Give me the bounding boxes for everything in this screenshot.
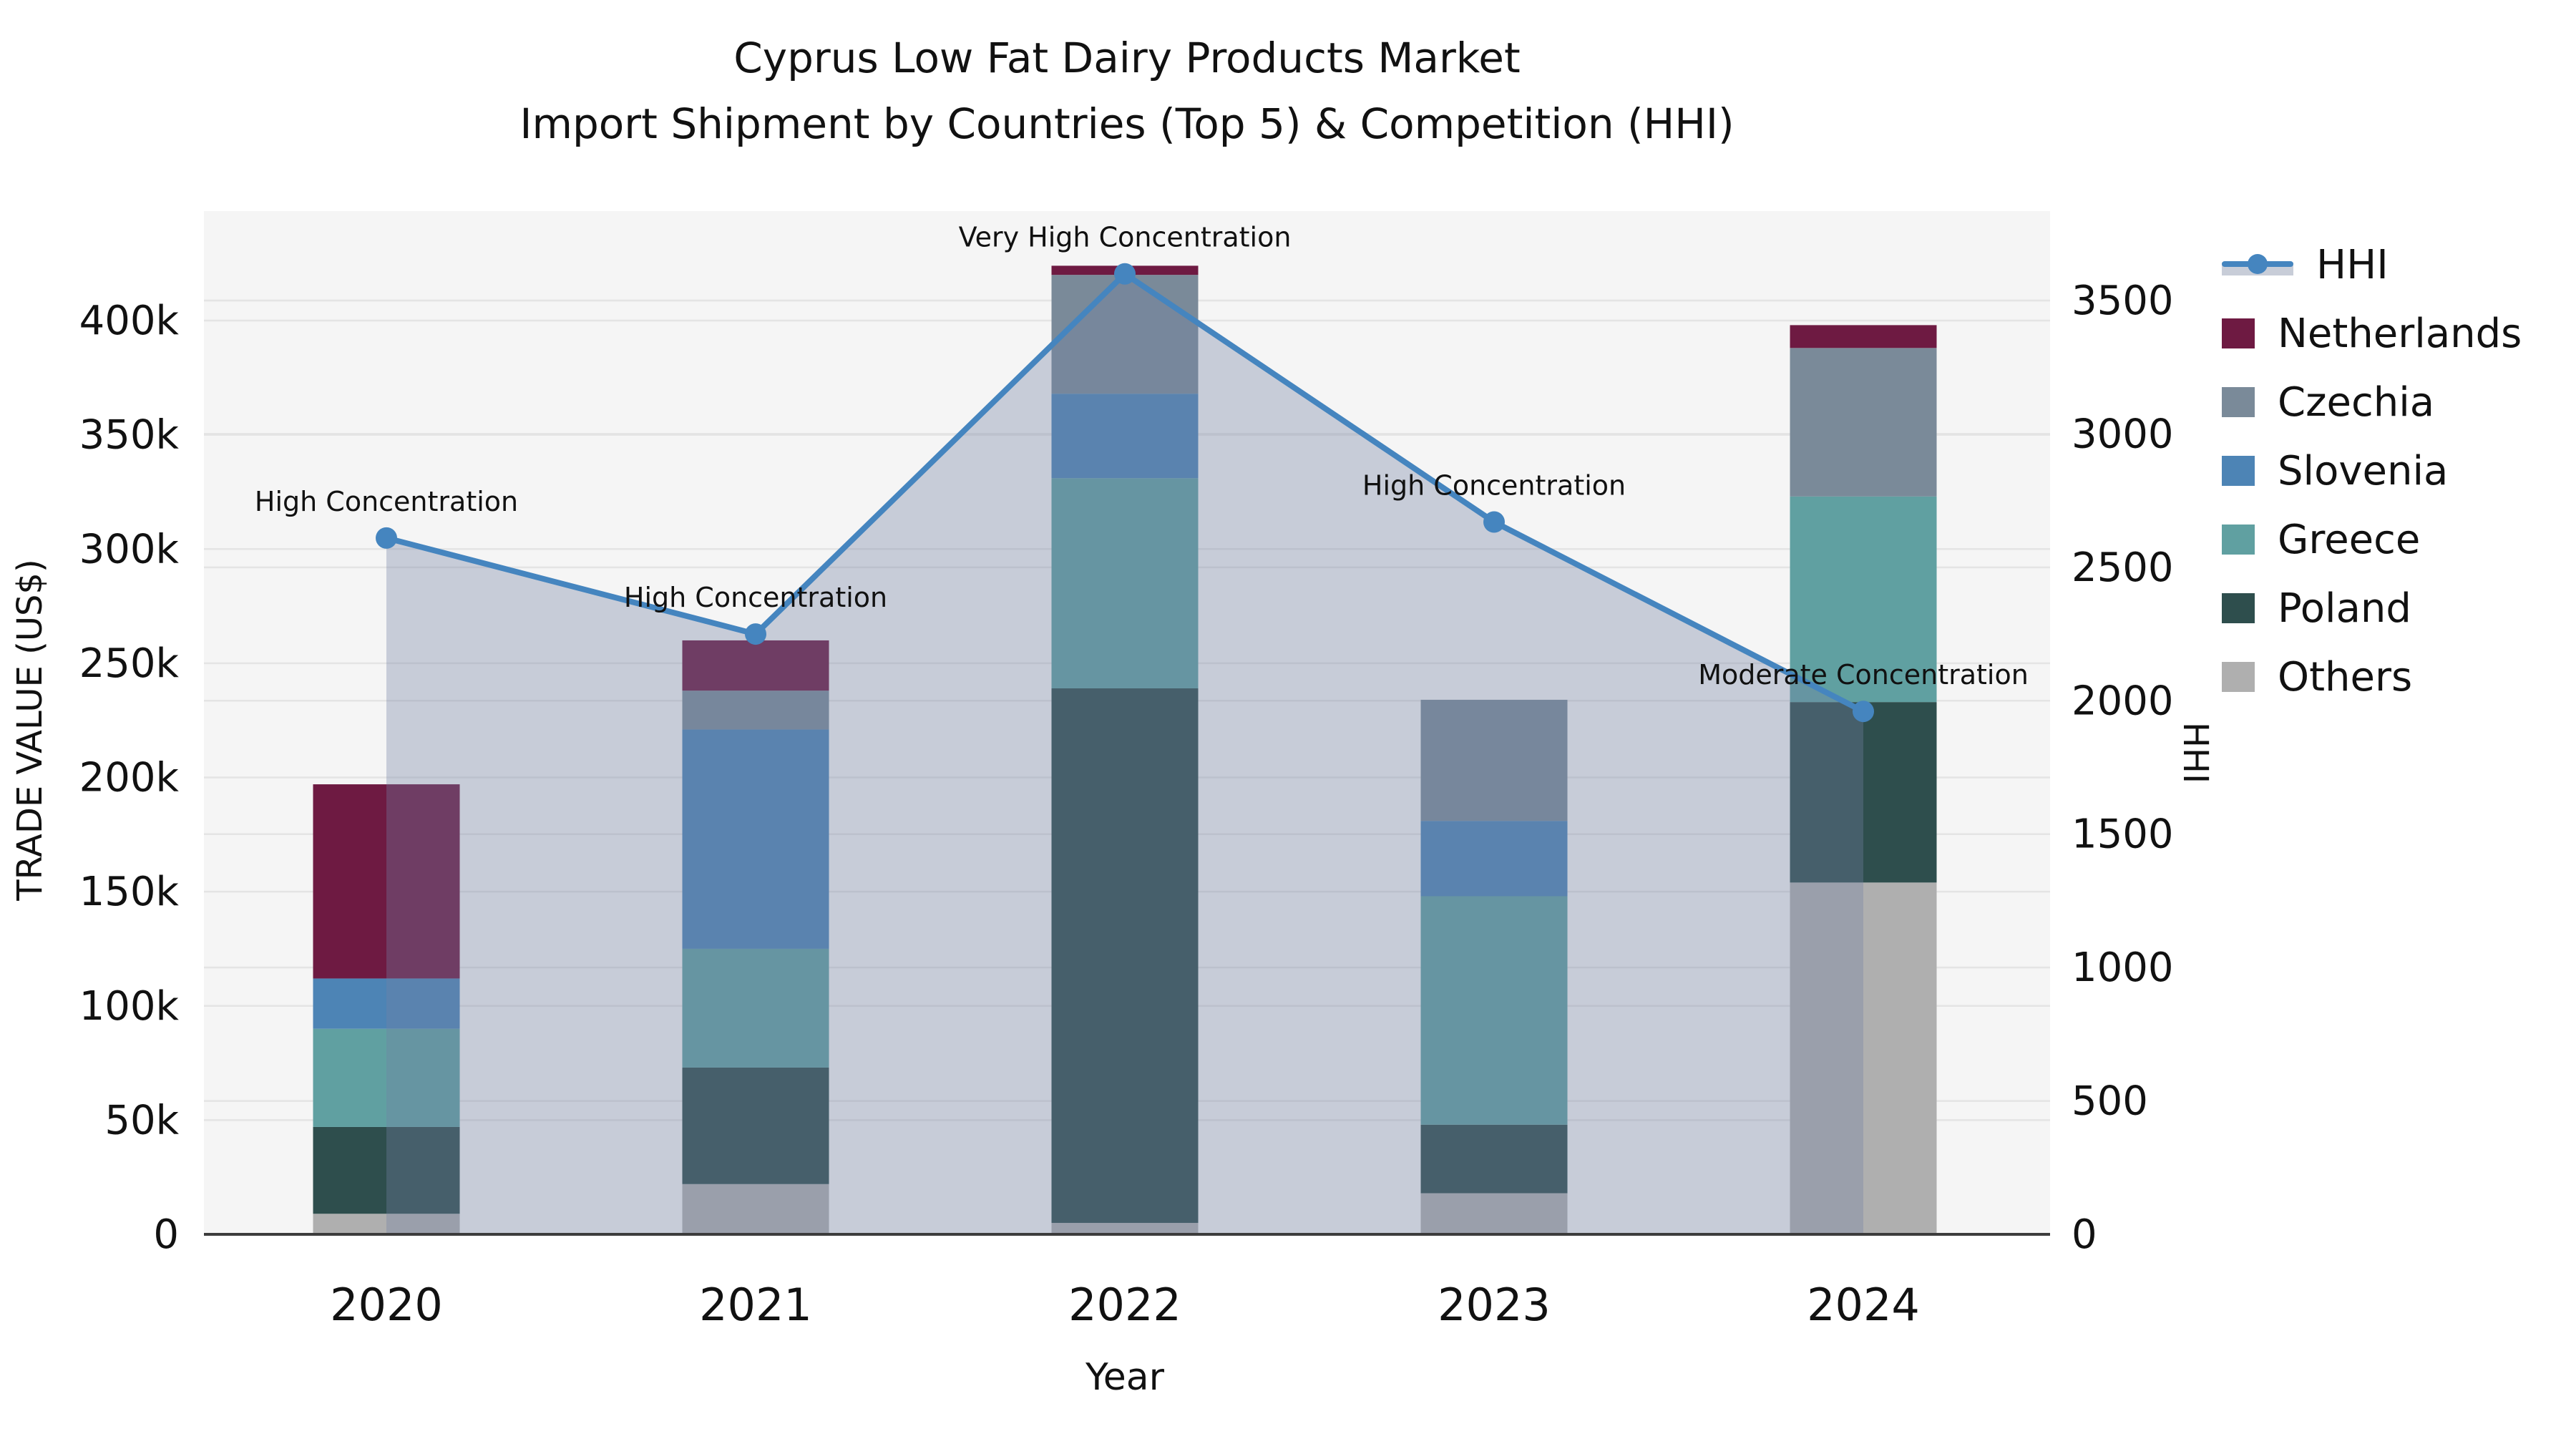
legend-label: Czechia: [2278, 379, 2435, 426]
bar-segment-greece-2021[interactable]: [682, 948, 829, 1068]
y-left-tick-label: 300k: [79, 526, 180, 572]
y-right-tick-label: 2000: [2072, 678, 2174, 724]
y-left-tick-label: 100k: [79, 983, 180, 1030]
annotation-2020: High Concentration: [255, 486, 518, 517]
legend-label: HHI: [2316, 241, 2389, 288]
hhi-marker-2024[interactable]: [1853, 701, 1874, 723]
y-left-tick-label: 350k: [79, 412, 180, 459]
bar-segment-czechia-2024[interactable]: [1790, 348, 1937, 497]
bar-segment-netherlands-2021[interactable]: [682, 640, 829, 691]
bar-segment-slovenia-2021[interactable]: [682, 729, 829, 949]
chart-title: Cyprus Low Fat Dairy Products Market Imp…: [204, 37, 2050, 145]
bar-segment-others-2021[interactable]: [682, 1184, 829, 1234]
bar-segment-poland-2024[interactable]: [1790, 702, 1937, 883]
bar-segment-netherlands-2020[interactable]: [313, 784, 460, 979]
bars-group: [313, 265, 1937, 1234]
bar-segment-czechia-2021[interactable]: [682, 691, 829, 730]
y-left-tick-label: 0: [153, 1211, 179, 1258]
bar-segment-slovenia-2023[interactable]: [1420, 821, 1568, 897]
legend-swatch-netherlands: [2222, 318, 2255, 348]
y-right-tick-label: 3000: [2072, 411, 2174, 457]
annotation-2023: High Concentration: [1362, 469, 1626, 501]
annotation-2021: High Concentration: [624, 582, 887, 613]
chart-title-line1: Cyprus Low Fat Dairy Products Market: [733, 34, 1521, 82]
x-tick-label-2021: 2021: [699, 1279, 812, 1331]
bar-segment-czechia-2023[interactable]: [1420, 699, 1568, 821]
y-right-axis-title: HHI: [2175, 722, 2215, 784]
hhi-line-icon: [2222, 250, 2293, 280]
y-right-tick-label: 1500: [2072, 811, 2174, 858]
bar-segment-poland-2022[interactable]: [1051, 688, 1199, 1224]
legend-item-czechia[interactable]: Czechia: [2222, 368, 2522, 436]
hhi-area-fill: [386, 273, 1863, 1234]
legend-swatch-czechia: [2222, 387, 2255, 417]
annotation-2024: Moderate Concentration: [1698, 659, 2029, 691]
bar-segment-poland-2020[interactable]: [313, 1126, 460, 1214]
bar-segment-slovenia-2020[interactable]: [313, 978, 460, 1029]
bar-segment-slovenia-2022[interactable]: [1051, 394, 1199, 479]
legend-label: Slovenia: [2278, 447, 2449, 494]
y-right-tick-label: 3500: [2072, 278, 2174, 324]
bar-segment-others-2022[interactable]: [1051, 1223, 1199, 1234]
y-left-tick-label: 150k: [79, 869, 180, 915]
bar-segment-others-2023[interactable]: [1420, 1193, 1568, 1234]
x-tick-label-2024: 2024: [1807, 1279, 1920, 1331]
hhi-marker-2022[interactable]: [1114, 263, 1136, 285]
x-tick-label-2020: 2020: [330, 1279, 443, 1331]
bar-segment-poland-2021[interactable]: [682, 1067, 829, 1184]
legend-label: Poland: [2278, 585, 2411, 632]
y-left-tick-label: 400k: [79, 298, 180, 344]
legend-item-slovenia[interactable]: Slovenia: [2222, 436, 2522, 505]
x-tick-label-2022: 2022: [1068, 1279, 1181, 1331]
y-right-tick-label: 0: [2072, 1211, 2097, 1258]
bar-segment-netherlands-2024[interactable]: [1790, 325, 1937, 348]
y-right-tick-label: 1000: [2072, 945, 2174, 991]
bar-segment-greece-2024[interactable]: [1790, 496, 1937, 703]
y-left-tick-label: 250k: [79, 640, 180, 687]
bar-segment-others-2024[interactable]: [1790, 882, 1937, 1234]
x-tick-label-2023: 2023: [1438, 1279, 1551, 1331]
hhi-marker-2020[interactable]: [376, 527, 397, 549]
y-left-tick-label: 200k: [79, 755, 180, 801]
y-right-tick-label: 500: [2072, 1078, 2148, 1125]
y-left-axis-title: TRADE VALUE (US$): [10, 559, 50, 901]
legend-swatch-others: [2222, 662, 2255, 692]
y-right-tick-label: 2500: [2072, 545, 2174, 591]
hhi-marker-2023[interactable]: [1483, 511, 1505, 533]
legend: HHI Netherlands Czechia Slovenia Greece Polan…: [2222, 230, 2522, 711]
bar-segment-others-2020[interactable]: [313, 1214, 460, 1234]
legend-item-others[interactable]: Others: [2222, 643, 2522, 711]
bar-segment-greece-2020[interactable]: [313, 1028, 460, 1127]
hhi-marker-2021[interactable]: [745, 623, 766, 645]
bar-segment-poland-2023[interactable]: [1420, 1124, 1568, 1194]
bar-segment-greece-2022[interactable]: [1051, 478, 1199, 688]
bar-segment-greece-2023[interactable]: [1420, 896, 1568, 1125]
bar-segment-czechia-2022[interactable]: [1051, 275, 1199, 394]
legend-swatch-slovenia: [2222, 456, 2255, 486]
x-axis-title: Year: [1085, 1356, 1165, 1399]
y-left-tick-label: 50k: [104, 1097, 179, 1143]
legend-label: Others: [2278, 653, 2413, 701]
legend-item-netherlands[interactable]: Netherlands: [2222, 299, 2522, 368]
legend-item-greece[interactable]: Greece: [2222, 505, 2522, 574]
legend-item-hhi[interactable]: HHI: [2222, 230, 2522, 299]
chart-title-line2: Import Shipment by Countries (Top 5) & C…: [519, 99, 1735, 148]
legend-label: Netherlands: [2278, 310, 2522, 357]
legend-swatch-poland: [2222, 593, 2255, 623]
legend-label: Greece: [2278, 516, 2421, 563]
legend-item-poland[interactable]: Poland: [2222, 574, 2522, 643]
legend-swatch-greece: [2222, 525, 2255, 555]
annotation-2022: Very High Concentration: [959, 222, 1292, 253]
